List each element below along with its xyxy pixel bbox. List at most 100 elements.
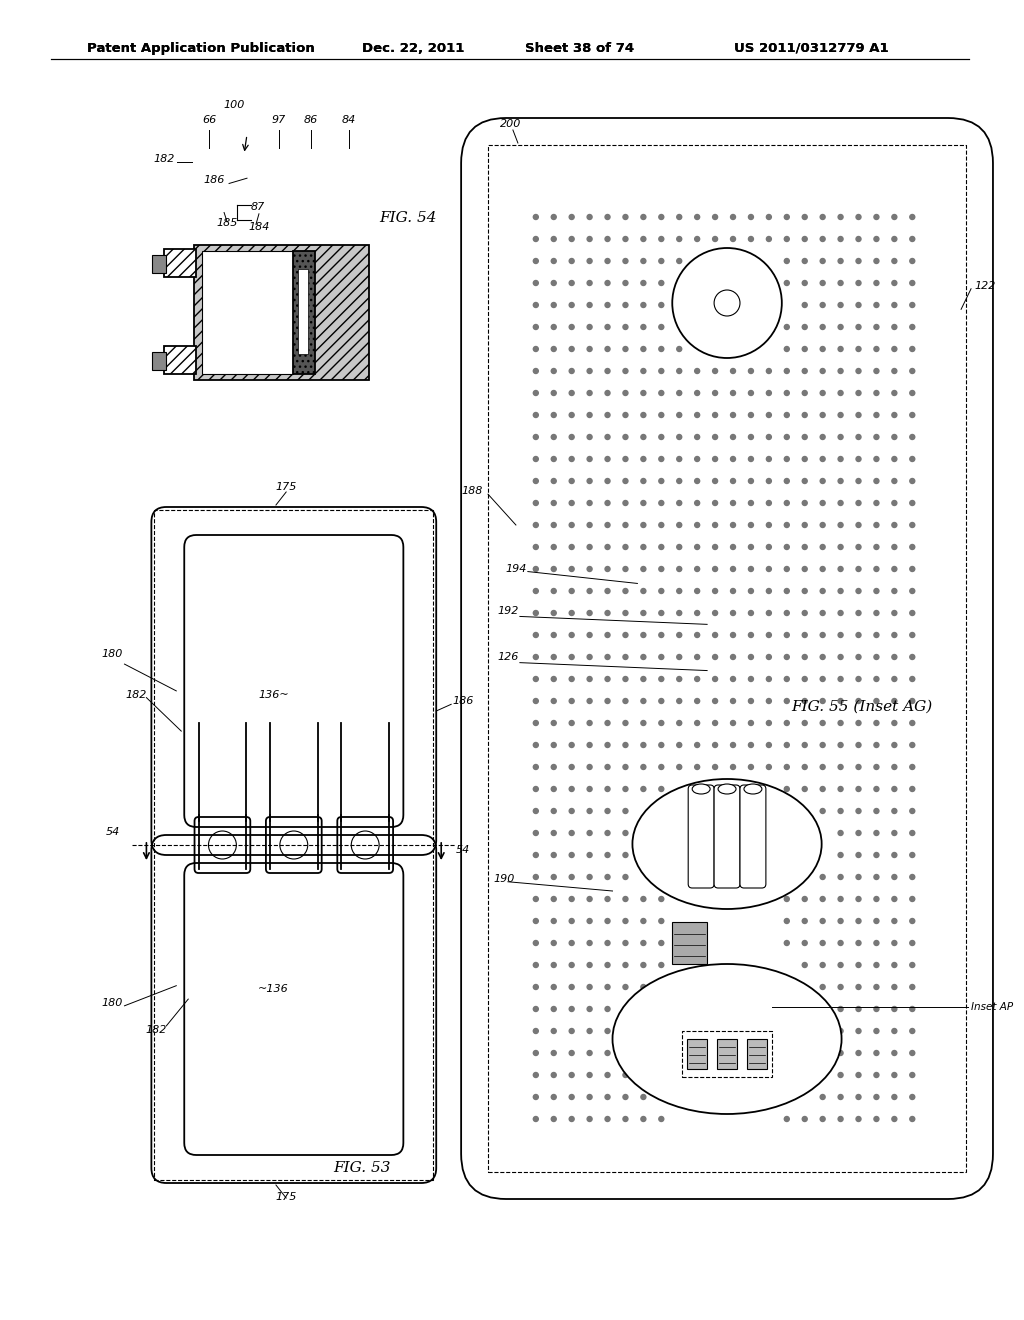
- Circle shape: [766, 764, 771, 770]
- Circle shape: [784, 457, 790, 462]
- Circle shape: [551, 434, 556, 440]
- Text: 126: 126: [498, 652, 518, 663]
- Circle shape: [749, 412, 754, 417]
- Circle shape: [820, 676, 825, 681]
- Circle shape: [802, 479, 807, 483]
- Circle shape: [892, 434, 897, 440]
- Circle shape: [641, 214, 646, 219]
- Circle shape: [873, 523, 879, 528]
- Circle shape: [623, 940, 628, 945]
- Circle shape: [641, 610, 646, 615]
- Circle shape: [784, 544, 790, 549]
- Circle shape: [569, 479, 574, 483]
- Circle shape: [856, 787, 861, 792]
- Circle shape: [838, 1117, 843, 1122]
- Circle shape: [641, 1117, 646, 1122]
- Circle shape: [892, 302, 897, 308]
- Circle shape: [838, 479, 843, 483]
- Circle shape: [658, 434, 664, 440]
- Circle shape: [784, 281, 790, 285]
- Circle shape: [820, 808, 825, 813]
- Circle shape: [587, 479, 592, 483]
- Circle shape: [909, 236, 914, 242]
- Circle shape: [694, 742, 699, 747]
- Circle shape: [820, 1094, 825, 1100]
- Circle shape: [873, 896, 879, 902]
- Circle shape: [784, 655, 790, 660]
- Circle shape: [534, 346, 539, 351]
- Circle shape: [784, 896, 790, 902]
- Circle shape: [534, 632, 539, 638]
- Circle shape: [784, 589, 790, 594]
- Circle shape: [802, 676, 807, 681]
- Text: 185: 185: [216, 218, 238, 228]
- Circle shape: [569, 544, 574, 549]
- Bar: [673, 921, 708, 964]
- Circle shape: [641, 698, 646, 704]
- Circle shape: [873, 325, 879, 330]
- Circle shape: [730, 742, 735, 747]
- Circle shape: [820, 589, 825, 594]
- Circle shape: [551, 1094, 556, 1100]
- Circle shape: [677, 368, 682, 374]
- Text: FIG. 54: FIG. 54: [379, 211, 436, 224]
- Circle shape: [909, 1117, 914, 1122]
- Circle shape: [856, 655, 861, 660]
- Circle shape: [713, 698, 718, 704]
- Circle shape: [641, 896, 646, 902]
- Circle shape: [909, 1006, 914, 1011]
- Text: Sheet 38 of 74: Sheet 38 of 74: [525, 42, 634, 54]
- Circle shape: [873, 302, 879, 308]
- Circle shape: [569, 589, 574, 594]
- Circle shape: [605, 457, 610, 462]
- Circle shape: [569, 325, 574, 330]
- Circle shape: [658, 479, 664, 483]
- Circle shape: [605, 346, 610, 351]
- Circle shape: [551, 346, 556, 351]
- Circle shape: [587, 610, 592, 615]
- Circle shape: [909, 281, 914, 285]
- Circle shape: [838, 1006, 843, 1011]
- Circle shape: [802, 742, 807, 747]
- Circle shape: [873, 368, 879, 374]
- Text: Inset AP: Inset AP: [971, 1002, 1013, 1012]
- Circle shape: [534, 853, 539, 858]
- Circle shape: [838, 698, 843, 704]
- Circle shape: [766, 368, 771, 374]
- Circle shape: [820, 985, 825, 990]
- Circle shape: [820, 1117, 825, 1122]
- Circle shape: [658, 236, 664, 242]
- Circle shape: [820, 479, 825, 483]
- Circle shape: [587, 896, 592, 902]
- Circle shape: [766, 610, 771, 615]
- Circle shape: [605, 1072, 610, 1077]
- Circle shape: [873, 434, 879, 440]
- Circle shape: [569, 1051, 574, 1056]
- Circle shape: [551, 325, 556, 330]
- Circle shape: [677, 259, 682, 264]
- Bar: [202, 251, 293, 374]
- Circle shape: [677, 434, 682, 440]
- Circle shape: [838, 346, 843, 351]
- Circle shape: [605, 1117, 610, 1122]
- Circle shape: [892, 346, 897, 351]
- Circle shape: [909, 676, 914, 681]
- Circle shape: [534, 721, 539, 726]
- Circle shape: [909, 1072, 914, 1077]
- Circle shape: [749, 610, 754, 615]
- Circle shape: [909, 742, 914, 747]
- Circle shape: [873, 214, 879, 219]
- Circle shape: [658, 281, 664, 285]
- Circle shape: [534, 368, 539, 374]
- Circle shape: [766, 589, 771, 594]
- Circle shape: [784, 698, 790, 704]
- Circle shape: [605, 434, 610, 440]
- Circle shape: [856, 457, 861, 462]
- Circle shape: [658, 544, 664, 549]
- Circle shape: [802, 281, 807, 285]
- Circle shape: [820, 500, 825, 506]
- Circle shape: [856, 302, 861, 308]
- Circle shape: [909, 391, 914, 396]
- Circle shape: [551, 632, 556, 638]
- Circle shape: [784, 325, 790, 330]
